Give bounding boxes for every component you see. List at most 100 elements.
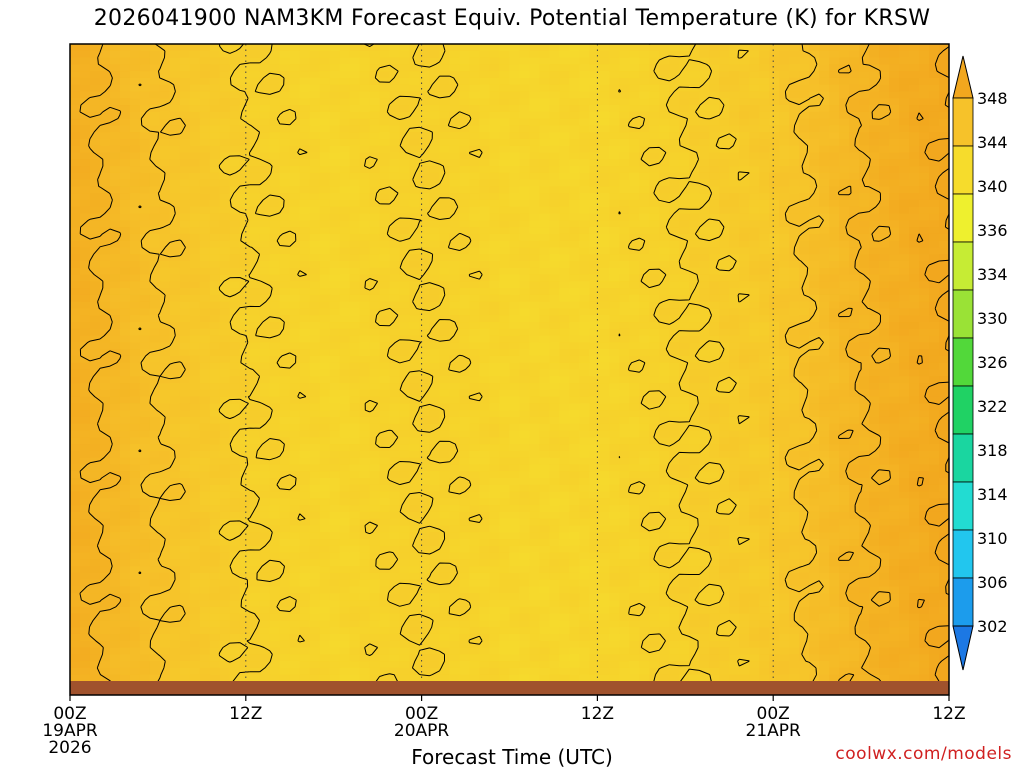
field-cell	[859, 57, 870, 65]
field-cell	[209, 355, 221, 364]
field-cell	[479, 403, 491, 411]
field-cell	[719, 240, 730, 249]
field-cell	[459, 389, 471, 398]
field-cell	[849, 105, 860, 113]
field-cell	[449, 403, 461, 411]
field-cell	[179, 416, 191, 425]
field-cell	[469, 254, 481, 262]
field-cell	[70, 220, 81, 228]
field-cell	[769, 308, 780, 316]
field-cell	[529, 288, 541, 296]
field-cell	[329, 152, 341, 160]
field-cell	[429, 105, 441, 113]
field-cell	[369, 294, 381, 303]
field-cell	[219, 416, 231, 425]
field-cell	[89, 57, 101, 65]
field-cell	[569, 376, 581, 384]
field-cell	[749, 159, 760, 167]
field-cell	[899, 383, 910, 391]
field-cell	[99, 254, 111, 262]
field-cell	[769, 64, 780, 72]
field-cell	[349, 247, 361, 255]
field-cell	[229, 220, 241, 228]
field-cell	[609, 159, 620, 167]
field-cell	[759, 138, 770, 147]
field-cell	[639, 355, 650, 364]
field-cell	[829, 301, 840, 310]
field-cell	[709, 71, 720, 79]
field-cell	[929, 240, 940, 249]
field-cell	[679, 288, 690, 296]
field-cell	[429, 308, 441, 316]
field-cell	[119, 193, 131, 201]
field-cell	[199, 227, 211, 235]
field-cell	[799, 410, 810, 418]
field-cell	[849, 261, 860, 269]
field-cell	[459, 193, 471, 201]
field-cell	[789, 335, 800, 343]
field-cell	[859, 254, 870, 262]
field-cell	[249, 152, 261, 160]
field-cell	[499, 294, 511, 303]
field-cell	[649, 403, 660, 411]
field-cell	[639, 281, 650, 289]
field-cell	[129, 294, 141, 303]
field-cell	[339, 98, 351, 106]
field-cell	[389, 416, 401, 425]
field-cell	[489, 57, 501, 65]
field-cell	[109, 138, 121, 147]
field-cell	[869, 376, 880, 384]
field-cell	[859, 328, 870, 337]
field-cell	[449, 44, 461, 52]
field-cell	[939, 227, 949, 235]
field-cell	[109, 335, 121, 343]
field-cell	[549, 294, 561, 303]
field-cell	[199, 355, 211, 364]
field-cell	[829, 328, 840, 337]
field-cell	[519, 335, 531, 343]
field-cell	[739, 369, 750, 377]
field-cell	[699, 166, 710, 174]
field-cell	[629, 335, 640, 343]
field-cell	[849, 57, 860, 65]
field-cell	[589, 308, 600, 316]
field-cell	[589, 267, 600, 276]
field-cell	[569, 328, 581, 337]
field-cell	[309, 111, 321, 120]
field-cell	[479, 335, 491, 343]
field-cell	[199, 138, 211, 147]
field-cell	[399, 369, 411, 377]
field-cell	[519, 118, 531, 126]
field-cell	[829, 199, 840, 208]
field-cell	[199, 247, 211, 255]
field-cell	[449, 125, 461, 133]
field-cell	[70, 355, 81, 364]
field-cell	[689, 328, 700, 337]
field-cell	[499, 383, 511, 391]
field-cell	[499, 77, 511, 86]
field-cell	[649, 125, 660, 133]
field-cell	[939, 233, 949, 242]
field-cell	[569, 132, 581, 140]
field-cell	[779, 84, 790, 93]
field-cell	[589, 145, 600, 154]
field-cell	[909, 376, 920, 384]
field-cell	[279, 261, 291, 269]
field-cell	[629, 396, 640, 405]
field-cell	[789, 206, 800, 215]
field-cell	[119, 362, 131, 371]
field-cell	[919, 105, 930, 113]
field-cell	[309, 172, 321, 181]
field-cell	[679, 315, 690, 323]
field-cell	[89, 423, 101, 432]
field-cell	[429, 186, 441, 194]
field-cell	[839, 281, 850, 289]
field-cell	[349, 138, 361, 147]
field-cell	[389, 349, 401, 357]
field-cell	[109, 159, 121, 167]
field-cell	[539, 44, 551, 52]
field-cell	[689, 240, 700, 249]
field-cell	[559, 389, 571, 398]
field-cell	[799, 335, 810, 343]
field-cell	[459, 57, 471, 65]
